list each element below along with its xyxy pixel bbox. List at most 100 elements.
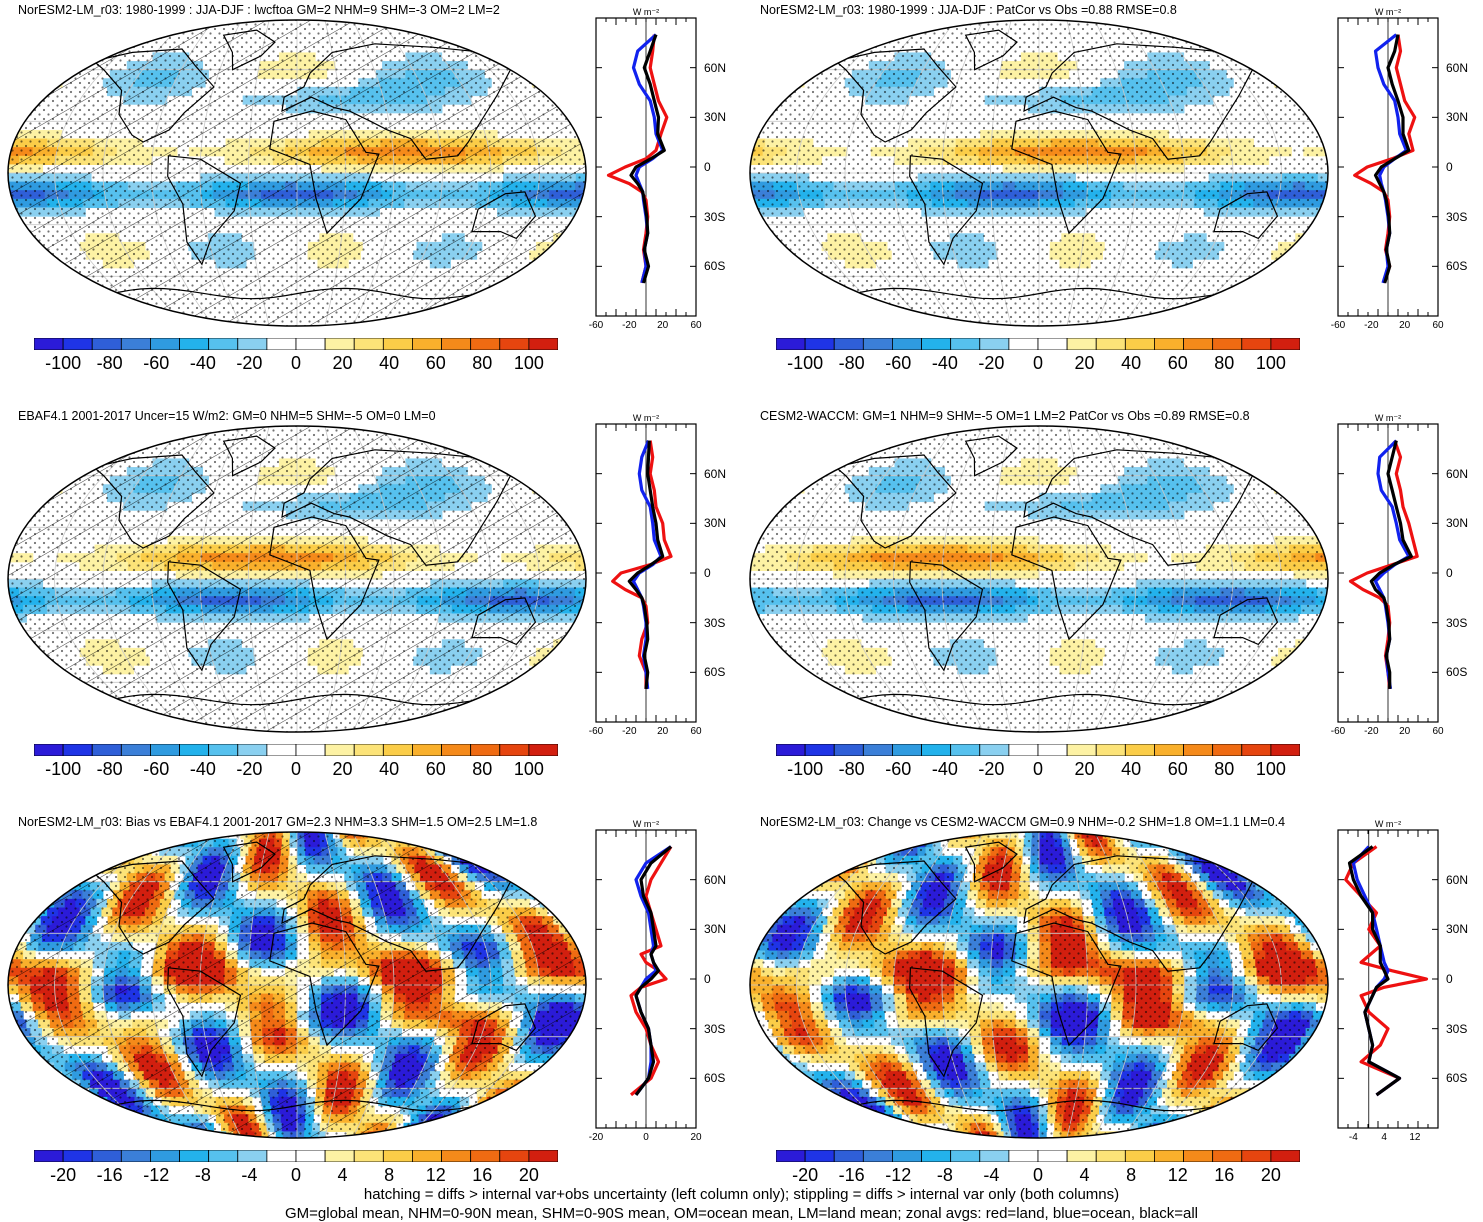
zonal-mean-plot: W m⁻² [1336,818,1440,1142]
footer-line-2: GM=global mean, NHM=0-90N mean, SHM=0-90… [0,1205,1483,1222]
lat-label: 0 [1446,972,1453,986]
colorbar-label: 0 [1033,1165,1043,1186]
colorbar-label: -4 [983,1165,999,1186]
colorbar-segment [180,338,209,350]
colorbar-label: -80 [839,353,865,374]
colorbar-segment [500,1150,529,1162]
colorbar-segment [412,1150,441,1162]
colorbar-segment [1242,338,1271,350]
colorbar-label: -16 [97,1165,123,1186]
colorbar-segment [863,744,892,756]
colorbar-label: 60 [426,353,446,374]
colorbar-segment [209,1150,238,1162]
lat-label: 0 [704,566,711,580]
zonal-unit: W m⁻² [633,413,659,423]
lat-label: 30N [704,922,726,936]
colorbar-segment [951,338,980,350]
colorbar [776,338,1300,350]
colorbar-label: 0 [1033,759,1043,780]
colorbar-segment [1125,1150,1154,1162]
colorbar-segment [892,338,921,350]
colorbar-segment [121,1150,150,1162]
map-panel [6,830,588,1140]
zonal-x-tick-label: 4 [1381,1132,1387,1143]
lat-label: 0 [704,972,711,986]
zonal-x-tick-label: -60 [589,320,603,331]
colorbar-segment [805,338,834,350]
colorbar-segment [442,744,471,756]
zonal-x-tick-label: -60 [589,726,603,737]
colorbar-segment [922,338,951,350]
zonal-mean-plot: W m⁻² [594,412,698,736]
map-panel [6,18,588,328]
colorbar-segment [1271,1150,1300,1162]
lat-label: 30S [704,210,725,224]
lat-label: 60N [704,873,726,887]
colorbar-segment [1213,1150,1242,1162]
colorbar-label: -80 [839,759,865,780]
colorbar-segment [92,1150,121,1162]
colorbar-segment [776,1150,805,1162]
colorbar-label: 20 [1261,1165,1281,1186]
colorbar-segment [354,338,383,350]
map-panel [748,830,1330,1140]
zonal-x-tick-label: 20 [657,726,668,737]
colorbar-label: 80 [1214,759,1234,780]
colorbar-label: 60 [1168,353,1188,374]
colorbar-segment [34,744,63,756]
colorbar-segment [1271,744,1300,756]
colorbar-segment [529,1150,558,1162]
colorbar-segment [1184,1150,1213,1162]
colorbar-label: -16 [839,1165,865,1186]
colorbar-segment [121,338,150,350]
colorbar-label: 100 [514,759,544,780]
colorbar-label: 60 [426,759,446,780]
colorbar-label: 12 [426,1165,446,1186]
colorbar [776,744,1300,756]
colorbar-label: 8 [1126,1165,1136,1186]
lat-label: 30N [704,516,726,530]
colorbar-label: -20 [792,1165,818,1186]
panel-title: NorESM2-LM_r03: 1980-1999 : JJA-DJF : Pa… [760,3,1177,17]
colorbar-label: 20 [1075,353,1095,374]
zonal-x-tick-label: -20 [622,726,636,737]
lat-label: 60N [704,61,726,75]
colorbar-label: -100 [787,353,823,374]
colorbar-label: 0 [291,353,301,374]
colorbar-segment [383,744,412,756]
colorbar-segment [529,744,558,756]
colorbar-segment [1242,1150,1271,1162]
colorbar-segment [922,744,951,756]
colorbar-segment [150,338,179,350]
colorbar-segment [529,338,558,350]
colorbar-label: 8 [384,1165,394,1186]
colorbar-label: 16 [472,1165,492,1186]
colorbar-segment [121,744,150,756]
colorbar-segment [500,338,529,350]
colorbar-label: -8 [937,1165,953,1186]
colorbar-label: -20 [978,759,1004,780]
colorbar-label: 40 [379,353,399,374]
colorbar-label: -80 [97,759,123,780]
colorbar-segment [267,338,296,350]
colorbar-segment [980,338,1009,350]
colorbar-segment [1184,744,1213,756]
colorbar-segment [834,744,863,756]
colorbar-label: 16 [1214,1165,1234,1186]
lat-label: 60N [1446,61,1468,75]
zonal-mean-plot: W m⁻² [594,6,698,330]
colorbar-label: 80 [472,353,492,374]
lat-label: 30N [1446,110,1468,124]
colorbar-label: -60 [885,759,911,780]
zonal-x-tick-label: -60 [1331,726,1345,737]
colorbar-segment [354,744,383,756]
colorbar-segment [267,1150,296,1162]
lat-label: 0 [704,160,711,174]
zonal-unit: W m⁻² [1375,7,1401,17]
colorbar-segment [92,744,121,756]
colorbar-segment [1154,338,1183,350]
colorbar-segment [325,338,354,350]
colorbar-segment [951,744,980,756]
lat-label: 60N [704,467,726,481]
colorbar-segment [834,1150,863,1162]
